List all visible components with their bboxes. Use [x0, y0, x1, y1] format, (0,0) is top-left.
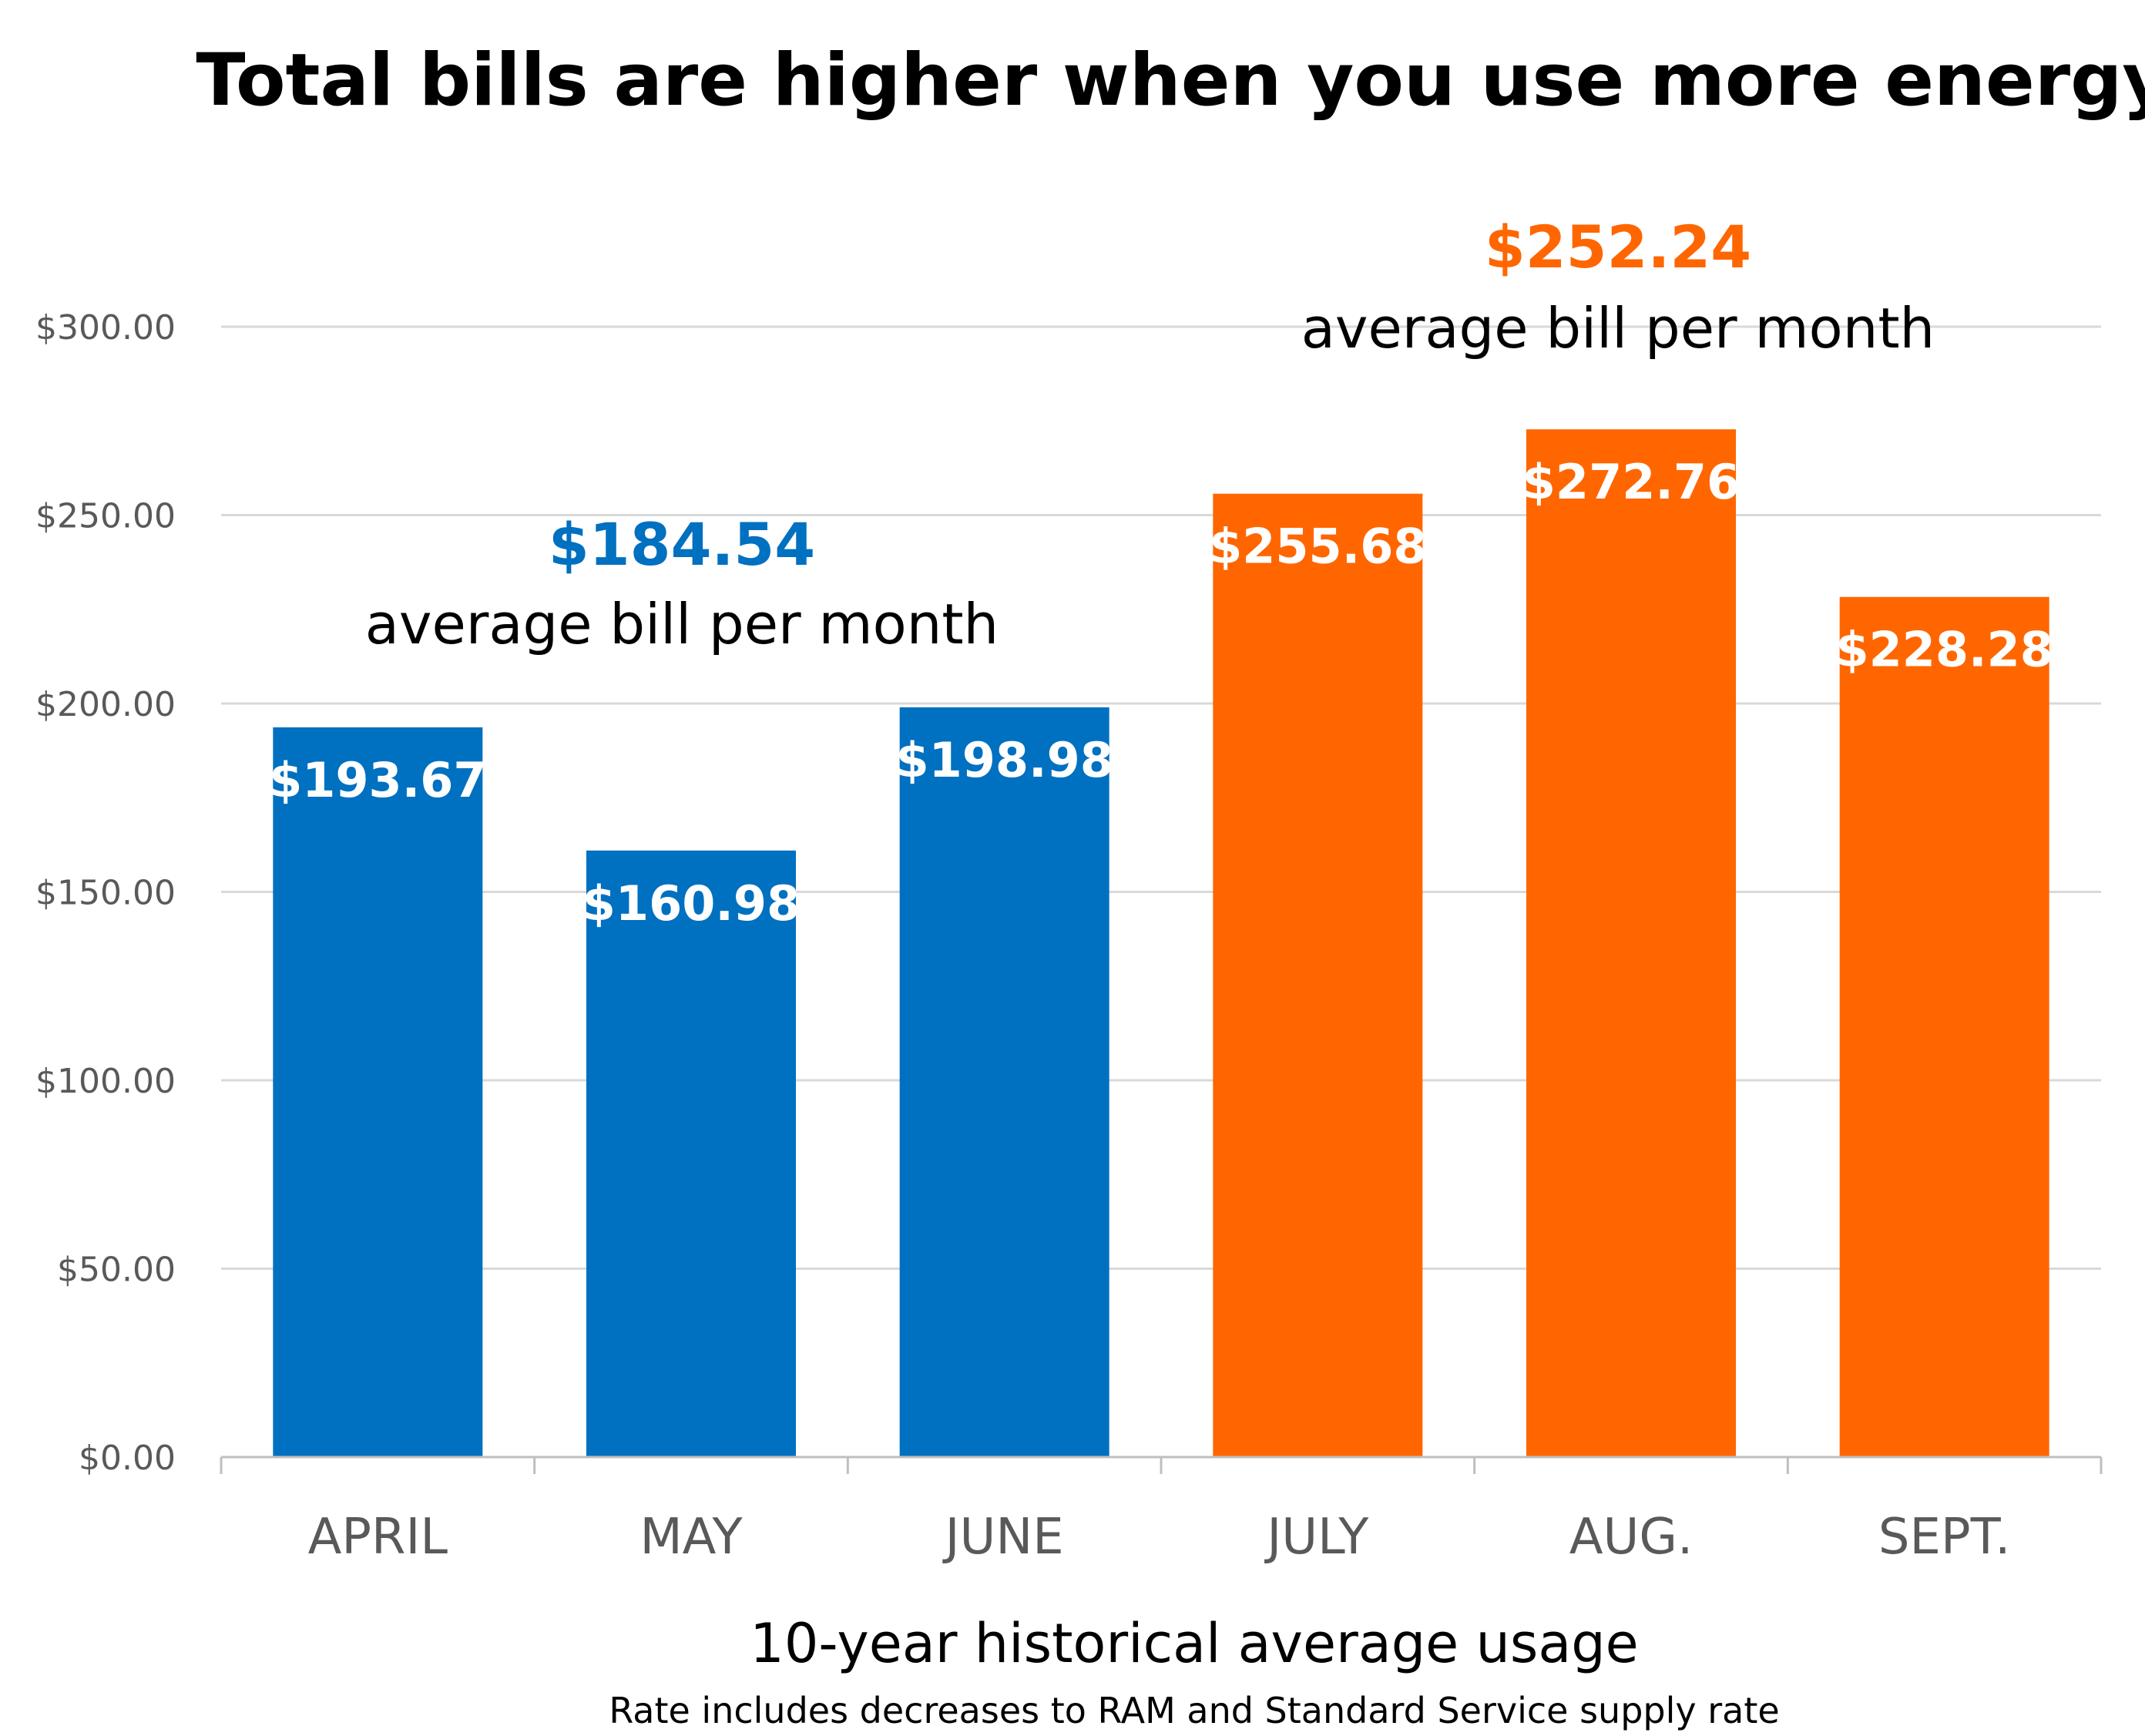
bar-june [899, 707, 1109, 1457]
chart-title: Total bills are higher when you use more… [196, 39, 2145, 123]
x-tick-label: AUG. [1569, 1509, 1694, 1566]
bar-value-label: $193.67 [269, 752, 486, 808]
summer-average-value: $252.24 [1485, 213, 1751, 281]
footnote: Rate includes decreases to RAM and Stand… [609, 1690, 1779, 1731]
x-tick-label: JUNE [942, 1509, 1064, 1566]
spring-average-caption: average bill per month [365, 592, 999, 656]
bar-value-labels: $193.67 $160.98 $198.98 $255.68 $272.76 $228.… [269, 454, 2053, 932]
x-axis-title: 10-year historical average usage [750, 1612, 1638, 1675]
x-tick-label: APRIL [308, 1509, 448, 1566]
bar-aug [1526, 429, 1736, 1457]
bar-value-label: $272.76 [1522, 454, 1740, 510]
y-tick-label: $200.00 [35, 685, 176, 724]
y-tick-label: $150.00 [35, 874, 176, 913]
x-axis-category-labels: APRIL MAY JUNE JULY AUG. SEPT. [308, 1509, 2011, 1566]
summer-average-caption: average bill per month [1301, 296, 1935, 361]
bars [273, 429, 2049, 1457]
annotation-summer-average: $252.24 average bill per month [1301, 213, 1935, 361]
bar-value-label: $228.28 [1835, 622, 2053, 678]
x-tick-label: JULY [1264, 1509, 1369, 1566]
bar-sept [1839, 596, 2049, 1457]
x-tick-label: MAY [639, 1509, 743, 1566]
gridlines [221, 325, 2101, 1270]
y-tick-label: $250.00 [35, 497, 176, 536]
bar-value-label: $198.98 [895, 732, 1113, 788]
y-axis-tick-labels: $0.00 $50.00 $100.00 $150.00 $200.00 $250.00 $… [35, 308, 176, 1478]
bar-may [586, 850, 796, 1457]
x-axis [220, 1456, 2103, 1474]
y-tick-label: $0.00 [79, 1439, 176, 1478]
bar-value-label: $160.98 [582, 875, 800, 932]
bar-value-label: $255.68 [1209, 519, 1426, 575]
y-tick-label: $300.00 [35, 308, 176, 348]
bar-april [273, 727, 483, 1457]
annotation-spring-average: $184.54 average bill per month [365, 510, 999, 656]
spring-average-value: $184.54 [549, 510, 815, 579]
y-tick-label: $50.00 [57, 1251, 176, 1290]
bar-july [1213, 493, 1423, 1457]
y-tick-label: $100.00 [35, 1062, 176, 1101]
x-tick-label: SEPT. [1878, 1509, 2011, 1566]
